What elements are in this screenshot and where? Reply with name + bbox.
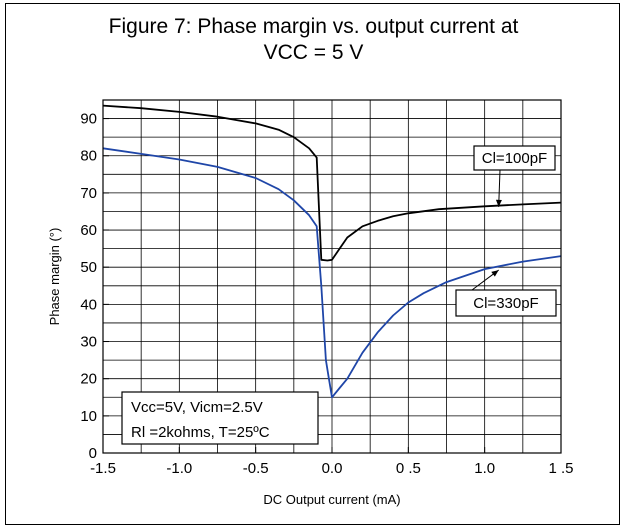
y-tick-label: 20	[80, 371, 97, 388]
y-tick-label: 10	[80, 408, 97, 425]
conditions-line-2: Rl =2kohms, T=25ºC	[131, 424, 270, 441]
tick-labels: -1.5 -1.0 -0.5 0.0 0 .5 1.0 1 .5 0 10 20 30 40 50 60 7…	[80, 111, 573, 477]
y-tick-label: 30	[80, 334, 97, 351]
y-tick-label: 0	[89, 445, 97, 462]
y-tick-label: 80	[80, 148, 97, 165]
y-tick-label: 40	[80, 296, 97, 313]
annotations: Cl=100pF Cl=330pF	[455, 145, 557, 317]
axis-ticks	[102, 118, 562, 454]
y-tick-label: 60	[80, 222, 97, 239]
x-tick-label: 1 .5	[548, 460, 573, 477]
conditions-box: Vcc=5V, Vicm=2.5V Rl =2kohms, T=25ºC	[121, 391, 319, 445]
title-line-2: VCC = 5 V	[263, 41, 364, 64]
x-tick-label: -1.0	[166, 460, 192, 477]
y-tick-label: 50	[80, 259, 97, 276]
conditions-line-1: Vcc=5V, Vicm=2.5V	[131, 399, 263, 416]
annotation-label: Cl=100pF	[482, 150, 547, 167]
annotation-box	[473, 145, 556, 171]
annotation-label: Cl=330pF	[473, 295, 538, 312]
x-tick-label: -0.5	[243, 460, 269, 477]
y-tick-label: 70	[80, 185, 97, 202]
figure-title: Figure 7: Phase margin vs. output curren…	[0, 14, 627, 66]
title-line-1: Figure 7: Phase margin vs. output curren…	[108, 15, 519, 38]
annotation-arrowhead	[491, 270, 499, 277]
y-tick-label: 90	[80, 111, 97, 128]
annotation-arrowhead	[495, 199, 502, 207]
y-axis-label: Phase margin (°)	[47, 228, 62, 326]
x-tick-label: -1.5	[90, 460, 116, 477]
x-tick-label: 0.0	[322, 460, 343, 477]
series-line-cl-100pf	[102, 104, 562, 262]
x-tick-label: 1.0	[474, 460, 495, 477]
series-layer	[102, 104, 562, 399]
series-line-cl-330pf	[102, 147, 562, 399]
annotation-box	[455, 289, 557, 317]
x-tick-label: 0 .5	[396, 460, 421, 477]
x-axis-label: DC Output current (mA)	[263, 492, 400, 507]
